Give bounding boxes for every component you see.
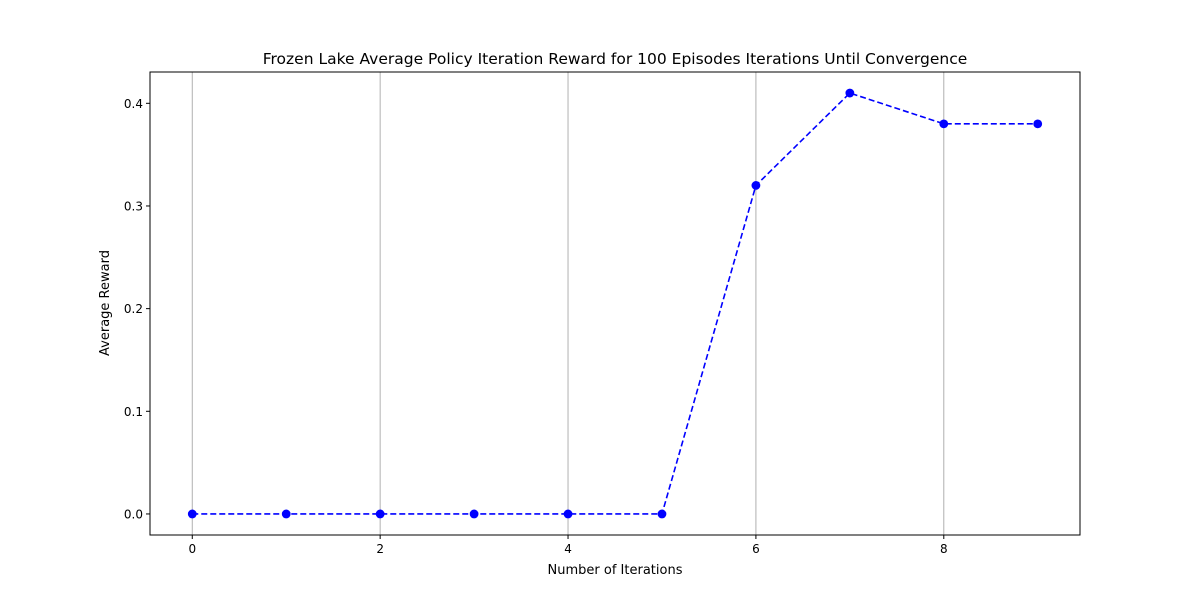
data-point [939,119,949,129]
data-point [187,509,197,519]
x-axis-label: Number of Iterations [548,563,683,578]
plot-frame [149,71,1081,536]
x-tick-label: 4 [564,542,572,556]
y-tick-label: 0.3 [124,199,143,213]
data-point [845,88,855,98]
tick-layer: 0 2 4 6 8 0.0 0.1 0.2 0.3 0.4 [124,97,948,556]
series-layer [187,88,1043,519]
y-tick-label: 0.2 [124,302,143,316]
x-tick-label: 2 [376,542,384,556]
grid-layer [191,72,945,535]
chart-title: Frozen Lake Average Policy Iteration Rew… [263,50,968,68]
y-axis-label: Average Reward [98,250,113,356]
data-point [1033,119,1043,129]
x-tick-label: 6 [752,542,760,556]
data-point [281,509,291,519]
data-point [657,509,667,519]
data-point [375,509,385,519]
y-tick-label: 0.4 [124,97,143,111]
data-point [563,509,573,519]
x-tick-label: 8 [940,542,948,556]
series-line [192,92,1038,515]
y-tick-label: 0.1 [124,405,143,419]
x-tick-label: 0 [188,542,196,556]
axes-frame [149,71,1081,536]
data-point [469,509,479,519]
y-tick-label: 0.0 [124,507,143,521]
data-point [751,181,761,190]
